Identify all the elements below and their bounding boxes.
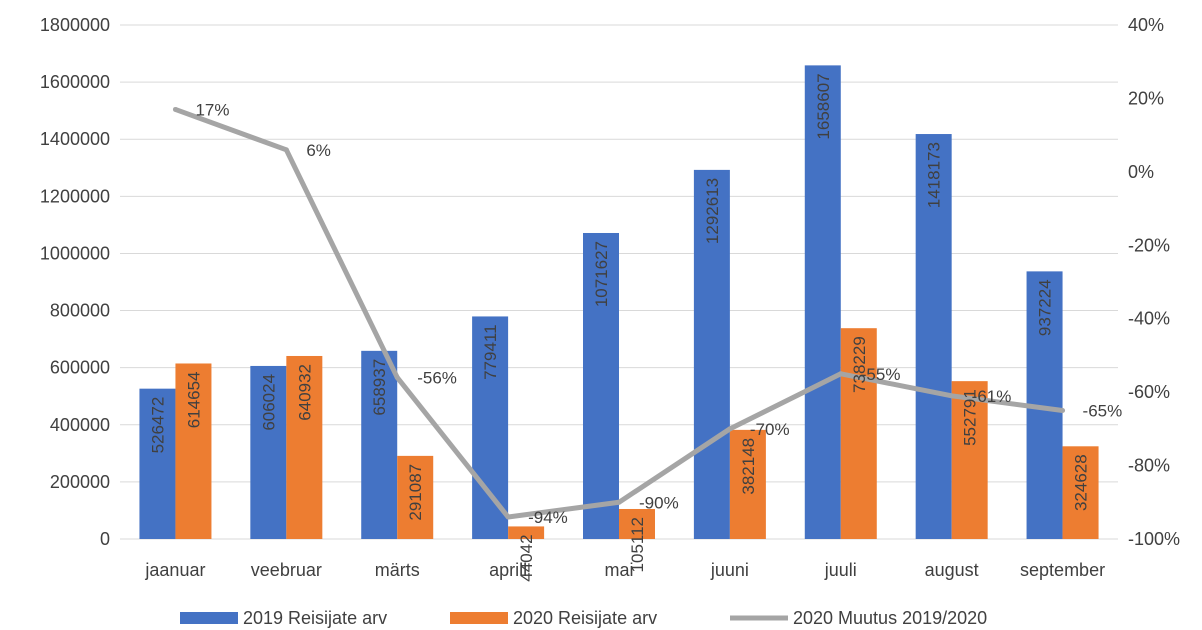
left-axis-tick-label: 1600000 xyxy=(40,72,110,92)
bar-value-label: 324628 xyxy=(1072,454,1091,511)
bar-value-label: 526472 xyxy=(148,397,167,454)
line-value-label: -90% xyxy=(639,493,679,512)
bar xyxy=(175,363,212,539)
bar-value-label: 382148 xyxy=(739,438,758,495)
bar-value-label: 937224 xyxy=(1036,279,1055,336)
legend-label: 2020 Reisijate arv xyxy=(513,608,657,628)
bar-value-label: 105112 xyxy=(628,517,647,572)
bar-value-label: 552791 xyxy=(961,389,980,446)
x-axis-tick-label: mai xyxy=(604,560,633,580)
bar-value-label: 658937 xyxy=(370,359,389,416)
bar-value-label: 614654 xyxy=(184,371,203,428)
left-axis-tick-label: 400000 xyxy=(50,415,110,435)
bar-value-label: 738229 xyxy=(850,336,869,393)
left-axis-tick-label: 1800000 xyxy=(40,15,110,35)
bar-value-label: 1071627 xyxy=(592,241,611,307)
left-axis-tick-label: 600000 xyxy=(50,358,110,378)
line-value-label: -61% xyxy=(972,387,1012,406)
bar-value-label: 44042 xyxy=(517,534,536,581)
line-point xyxy=(505,514,511,520)
line-point xyxy=(949,393,955,399)
legend: 2019 Reisijate arv 2020 Reisijate arv 2020… xyxy=(180,608,987,628)
line-value-label: 17% xyxy=(195,100,229,119)
x-axis-tick-label: juuni xyxy=(710,560,749,580)
bar-series xyxy=(139,65,1099,540)
line-point xyxy=(727,426,733,432)
x-axis: jaanuar veebruar märts aprill mai juuni juuli a… xyxy=(144,560,1105,580)
line-point xyxy=(172,106,178,112)
left-y-axis: 0 200000 400000 600000 800000 1000000 1200000 1… xyxy=(40,15,110,549)
legend-label: 2020 Muutus 2019/2020 xyxy=(793,608,987,628)
left-axis-tick-label: 1400000 xyxy=(40,129,110,149)
line-point xyxy=(394,374,400,380)
bar-value-label: 291087 xyxy=(406,464,425,521)
x-axis-tick-label: aprill xyxy=(489,560,527,580)
bar-value-label: 1292613 xyxy=(703,178,722,244)
bar xyxy=(915,134,952,539)
right-y-axis: -100% -80% -60% -40% -20% 0% 20% 40% xyxy=(1128,15,1180,549)
bar xyxy=(1062,446,1099,539)
left-axis-tick-label: 200000 xyxy=(50,472,110,492)
bar-value-label: 640932 xyxy=(295,364,314,421)
bar xyxy=(804,65,841,540)
line-value-label: -65% xyxy=(1083,402,1123,421)
line-point xyxy=(283,147,289,153)
bar-value-label: 606024 xyxy=(259,374,278,431)
left-axis-tick-label: 0 xyxy=(100,529,110,549)
right-axis-tick-label: -20% xyxy=(1128,235,1170,255)
left-axis-tick-label: 800000 xyxy=(50,301,110,321)
bar xyxy=(472,316,509,539)
line-value-label: -55% xyxy=(861,365,901,384)
bar-value-label: 1418173 xyxy=(925,142,944,208)
right-axis-tick-label: 0% xyxy=(1128,162,1154,182)
line-point xyxy=(616,499,622,505)
right-axis-tick-label: 40% xyxy=(1128,15,1164,35)
x-axis-tick-label: veebruar xyxy=(251,560,322,580)
line-value-label: 6% xyxy=(306,141,331,160)
bar xyxy=(286,355,323,539)
bar xyxy=(508,526,545,539)
line-series xyxy=(172,106,1066,520)
line-value-label: -70% xyxy=(750,420,790,439)
line-value-label: -94% xyxy=(528,508,568,527)
x-axis-tick-label: juuli xyxy=(824,560,857,580)
right-axis-tick-label: -40% xyxy=(1128,309,1170,329)
bar xyxy=(361,350,398,539)
right-axis-tick-label: -80% xyxy=(1128,456,1170,476)
bar xyxy=(583,232,619,539)
x-axis-tick-label: september xyxy=(1020,560,1105,580)
legend-swatch xyxy=(450,612,508,624)
bar xyxy=(250,365,287,539)
right-axis-tick-label: -60% xyxy=(1128,382,1170,402)
data-labels: 526472 606024 658937 779411 1071627 1292613 16… xyxy=(148,73,1122,581)
left-axis-tick-label: 1000000 xyxy=(40,243,110,263)
x-axis-tick-label: jaanuar xyxy=(144,560,205,580)
bar xyxy=(397,455,434,539)
bar xyxy=(139,388,176,539)
bar-value-label: 1658607 xyxy=(814,73,833,139)
bar-value-label: 779411 xyxy=(481,324,500,379)
bar xyxy=(619,508,655,539)
bar xyxy=(729,429,766,539)
bar xyxy=(840,328,877,539)
line-value-label: -56% xyxy=(417,368,457,387)
line-point xyxy=(838,371,844,377)
right-axis-tick-label: -100% xyxy=(1128,529,1180,549)
left-axis-tick-label: 1200000 xyxy=(40,186,110,206)
legend-label: 2019 Reisijate arv xyxy=(243,608,387,628)
legend-swatch xyxy=(180,612,238,624)
bar xyxy=(951,381,988,539)
line-point xyxy=(1060,408,1066,413)
x-axis-tick-label: august xyxy=(925,560,979,580)
x-axis-tick-label: märts xyxy=(375,560,420,580)
bar xyxy=(693,169,730,539)
right-axis-tick-label: 20% xyxy=(1128,88,1164,108)
